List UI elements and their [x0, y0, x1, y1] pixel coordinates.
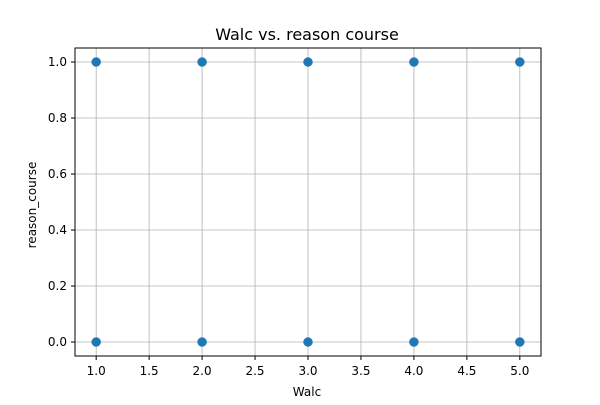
scatter-point: [515, 337, 525, 347]
scatter-point: [303, 57, 313, 67]
scatter-point: [91, 337, 101, 347]
grid: [75, 48, 541, 356]
y-tick-label: 0.4: [48, 223, 67, 237]
scatter-point: [197, 57, 207, 67]
scatter-point: [91, 57, 101, 67]
data-points: [91, 57, 525, 347]
x-tick-label: 4.5: [457, 364, 476, 378]
x-tick-label: 1.5: [140, 364, 159, 378]
x-tick-label: 3.5: [351, 364, 370, 378]
y-tick-label: 1.0: [48, 55, 67, 69]
x-tick-label: 3.0: [298, 364, 317, 378]
x-tick-label: 2.0: [193, 364, 212, 378]
scatter-point: [303, 337, 313, 347]
x-axis-label: Walc: [293, 385, 321, 399]
scatter-point: [515, 57, 525, 67]
y-tick-label: 0.0: [48, 335, 67, 349]
x-tick-label: 2.5: [245, 364, 264, 378]
x-axis-ticks: 1.0 1.5 2.0 2.5 3.0 3.5 4.0 4.5 5.0: [87, 356, 529, 378]
x-tick-label: 5.0: [510, 364, 529, 378]
scatter-point: [409, 337, 419, 347]
y-axis-ticks: 0.0 0.2 0.4 0.6 0.8 1.0: [48, 55, 75, 349]
y-tick-label: 0.2: [48, 279, 67, 293]
y-axis-label: reason_course: [25, 162, 39, 249]
x-tick-label: 4.0: [404, 364, 423, 378]
y-tick-label: 0.6: [48, 167, 67, 181]
x-tick-label: 1.0: [87, 364, 106, 378]
y-tick-label: 0.8: [48, 111, 67, 125]
scatter-point: [409, 57, 419, 67]
chart-title: Walc vs. reason course: [215, 25, 399, 44]
scatter-point: [197, 337, 207, 347]
